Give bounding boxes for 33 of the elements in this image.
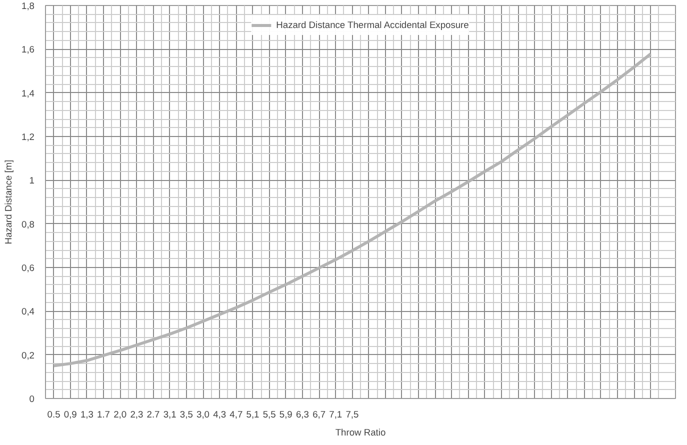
x-tick-label: 4,3	[213, 410, 226, 420]
x-tick-label: 0,9	[64, 410, 77, 420]
x-tick-label: 7,1	[329, 410, 342, 420]
x-tick-label: 2,0	[114, 410, 127, 420]
line-series	[52, 52, 652, 368]
y-tick-label: 0	[29, 394, 35, 404]
x-tick-label: 3,5	[180, 410, 193, 420]
x-tick-label: 2,3	[130, 410, 144, 420]
x-tick-label: 1,3	[80, 410, 94, 420]
y-tick-label: 0,8	[22, 219, 34, 230]
x-axis-title: Throw Ratio	[335, 428, 386, 438]
y-tick-label: 1	[29, 176, 35, 186]
x-tick-label: 4,7	[230, 410, 243, 420]
y-tick-label: 1,4	[22, 88, 34, 98]
x-tick-label: 0.5	[47, 410, 60, 420]
x-tick-label: 3,0	[196, 410, 210, 420]
y-tick-label: 0,4	[22, 306, 34, 317]
x-tick-label: 5,9	[279, 410, 292, 420]
y-tick-label: 0,2	[22, 350, 34, 360]
y-tick-label: 1,8	[22, 1, 34, 11]
x-tick-label: 7,5	[346, 410, 359, 420]
y-axis-title: Hazard Distance [m]	[4, 160, 14, 244]
x-tick-label: 5,5	[262, 410, 276, 420]
x-tick-label: 3,1	[163, 410, 176, 420]
y-tick-label: 0,6	[22, 263, 34, 273]
y-tick-label: 1,2	[22, 132, 34, 142]
x-tick-label: 1.7	[97, 410, 110, 420]
x-tick-label: 5,1	[246, 410, 260, 420]
x-tick-label: 6,7	[312, 410, 326, 420]
x-tick-label: 2.7	[146, 410, 160, 420]
x-tick-label: 6,3	[296, 410, 309, 420]
y-tick-label: 1,6	[22, 44, 34, 55]
legend-label: Hazard Distance Thermal Accidental Exposure	[276, 20, 469, 30]
